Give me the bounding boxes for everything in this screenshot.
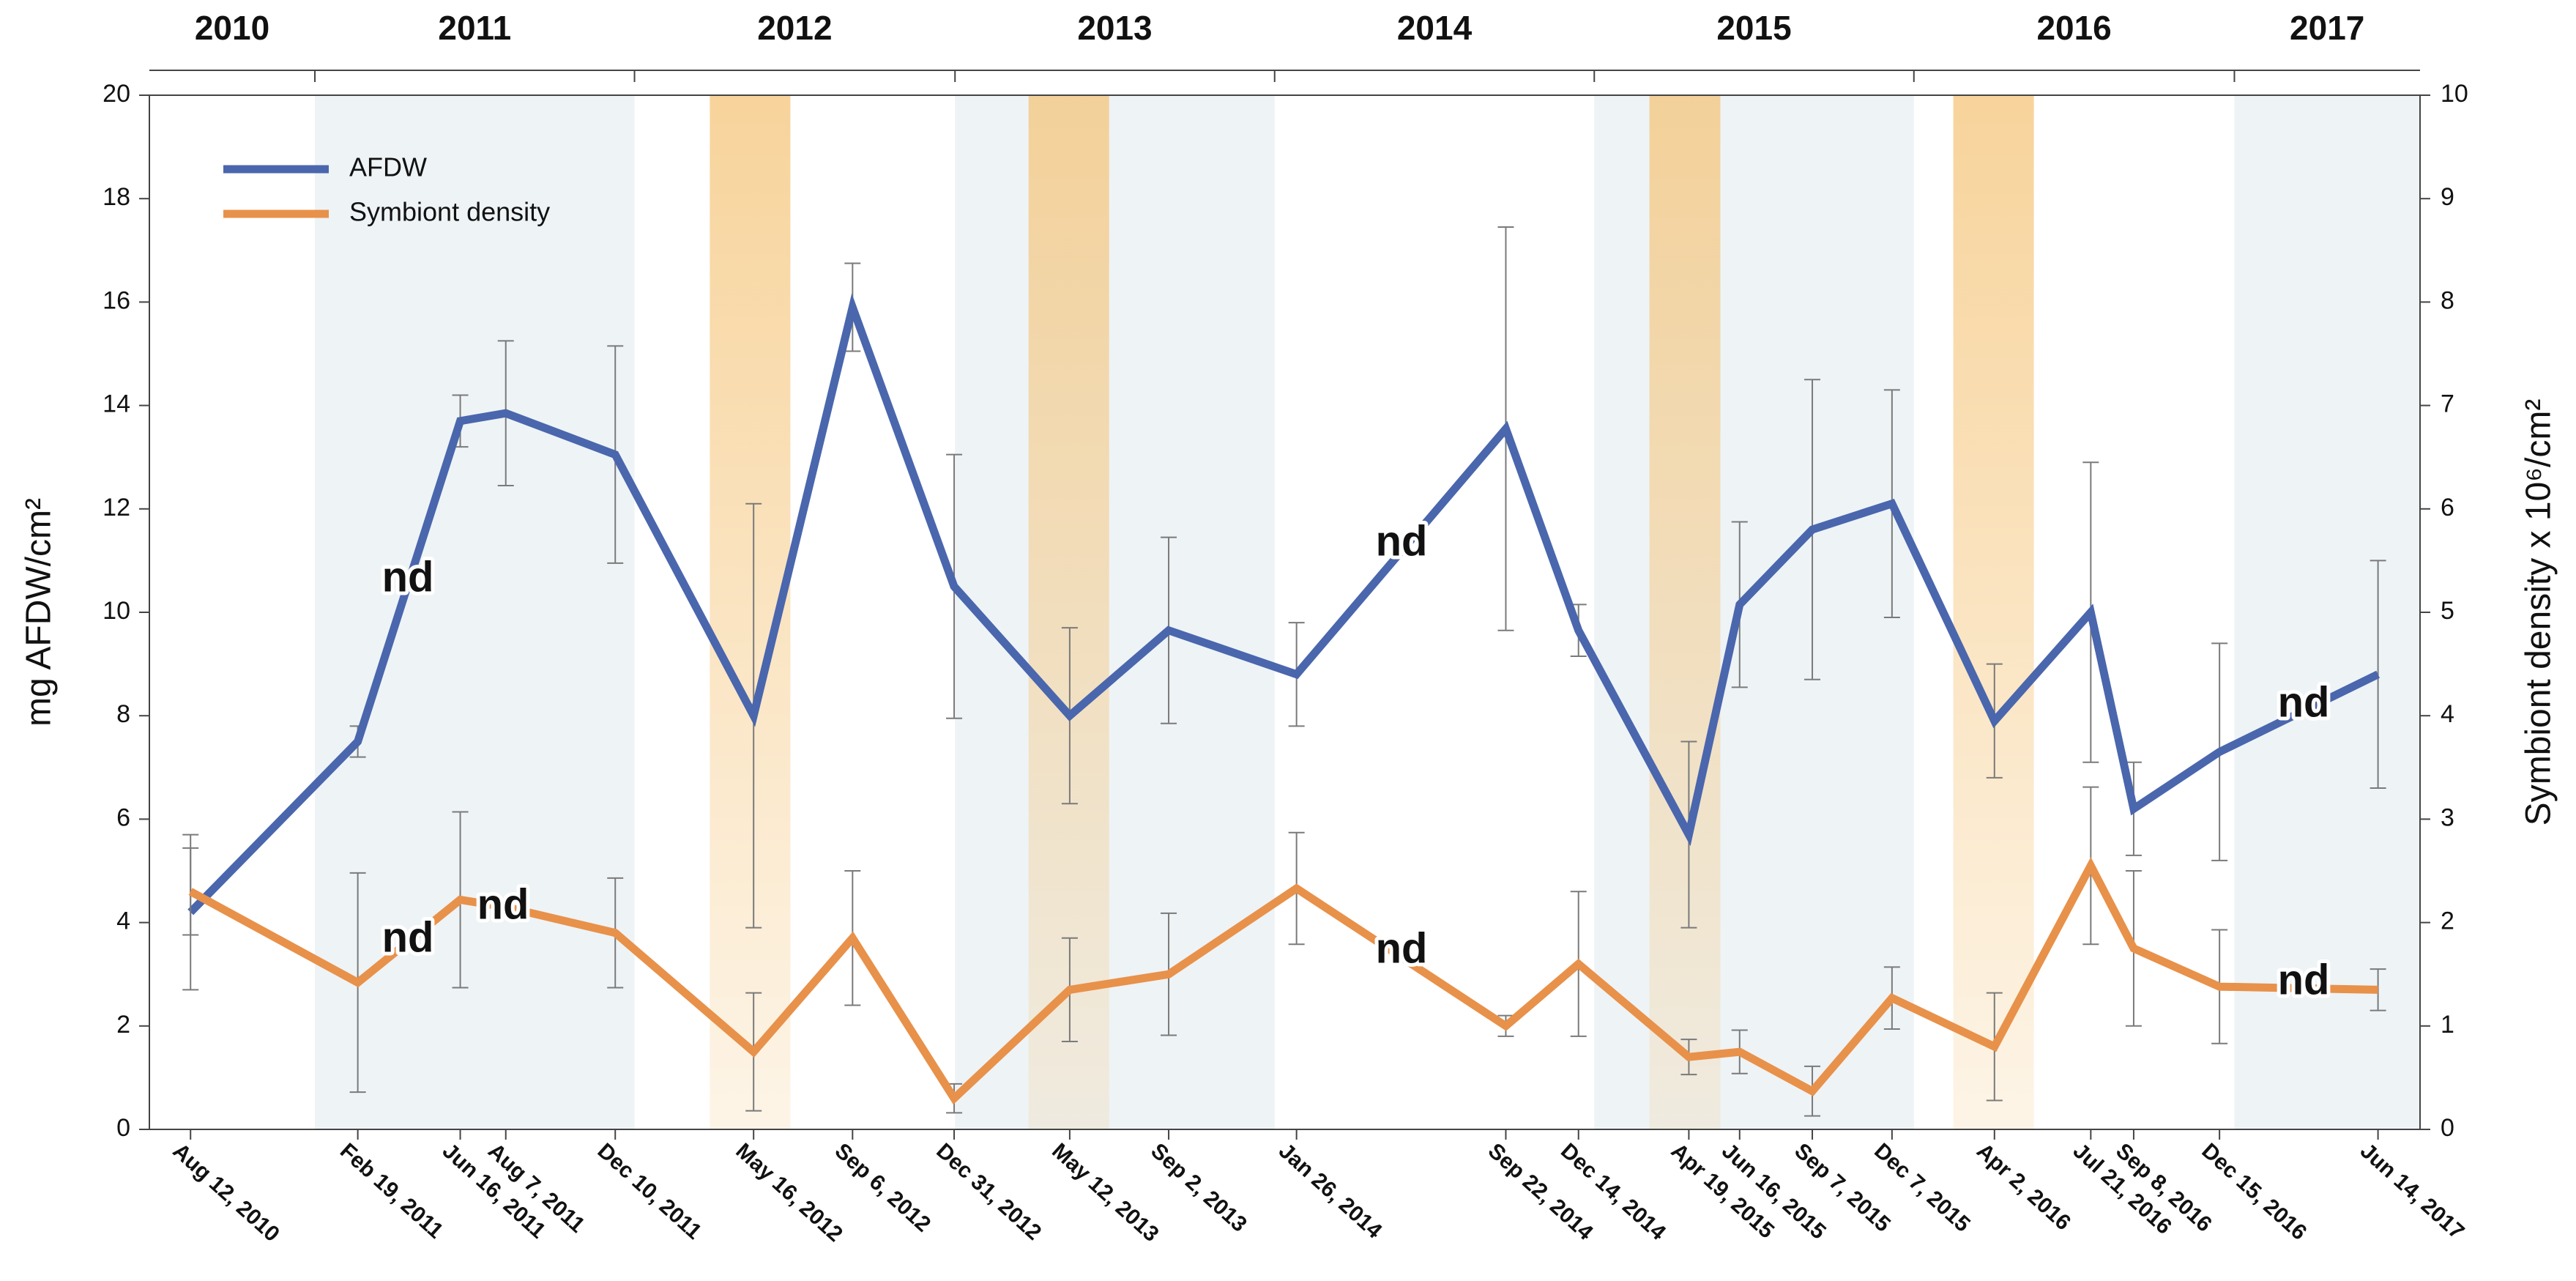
annotation: nd [382,553,434,601]
y-tick-label: 4 [116,907,130,935]
year-band [315,95,635,1129]
y-tick-label: 18 [103,183,130,211]
annotation: nd [1376,924,1428,972]
annotation: nd [2278,678,2330,726]
x-tick-label: Jan 26, 2014 [1274,1139,1387,1244]
highlight-band [1649,95,1721,1129]
y-tick-label: 0 [116,1114,130,1142]
highlight-band [1028,95,1109,1129]
y2-tick-label: 6 [2441,494,2454,521]
x-tick-label: May 12, 2013 [1047,1139,1163,1247]
annotation: nd [2278,956,2330,1003]
year-label: 2015 [1716,9,1791,47]
y-tick-label: 2 [116,1011,130,1039]
year-label: 2016 [2036,9,2111,47]
y-tick-label: 12 [103,494,130,521]
y2-tick-label: 3 [2441,803,2454,831]
y2-tick-label: 7 [2441,390,2454,418]
x-tick-label: Apr 2, 2016 [1972,1139,2075,1236]
y2-tick-label: 5 [2441,597,2454,625]
y-tick-label: 10 [103,597,130,625]
y2-axis-title: Symbiont density x 10⁶/cm² [2520,399,2558,826]
year-label: 2014 [1397,9,1473,47]
year-label: 2012 [757,9,832,47]
year-label: 2013 [1077,9,1152,47]
y2-tick-label: 8 [2441,286,2454,314]
x-tick-label: Feb 19, 2011 [335,1139,447,1244]
x-tick-label: Dec 15, 2016 [2197,1139,2311,1245]
x-tick-label: Dec 10, 2011 [593,1139,707,1244]
annotation: nd [382,913,434,961]
background-bands [315,95,2420,1129]
y2-tick-label: 0 [2441,1114,2454,1142]
year-label: 2011 [438,9,511,47]
highlight-band [1953,95,2034,1129]
year-band [1594,95,1914,1129]
y-tick-label: 16 [103,286,130,314]
y-tick-label: 20 [103,80,130,108]
x-tick-label: Jun 14, 2017 [2356,1139,2469,1244]
y-axis-title: mg AFDW/cm² [20,498,59,727]
y2-tick-label: 4 [2441,700,2454,728]
annotation: nd [1376,517,1428,565]
y2-tick-label: 2 [2441,907,2454,935]
x-tick-label: Sep 6, 2012 [830,1139,936,1237]
y2-tick-label: 1 [2441,1011,2454,1039]
legend-label: AFDW [349,152,427,182]
x-tick-label: Aug 12, 2010 [168,1139,284,1247]
y2-tick-label: 10 [2441,80,2468,108]
x-tick-label: May 16, 2012 [731,1139,846,1247]
x-tick-label: Sep 2, 2013 [1146,1139,1251,1237]
y2-tick-label: 9 [2441,183,2454,211]
y-tick-label: 14 [103,390,130,418]
series-line [188,857,2378,1105]
series-line [187,293,2380,916]
year-band [955,95,1275,1129]
year-band [2234,95,2420,1129]
x-tick-label: Dec 31, 2012 [931,1139,1046,1245]
y-tick-label: 6 [116,803,130,831]
year-label: 2010 [195,9,269,47]
y-tick-label: 8 [116,700,130,728]
year-label: 2017 [2290,9,2364,47]
annotation: nd [477,880,529,928]
legend-label: Symbiont density [349,197,550,227]
